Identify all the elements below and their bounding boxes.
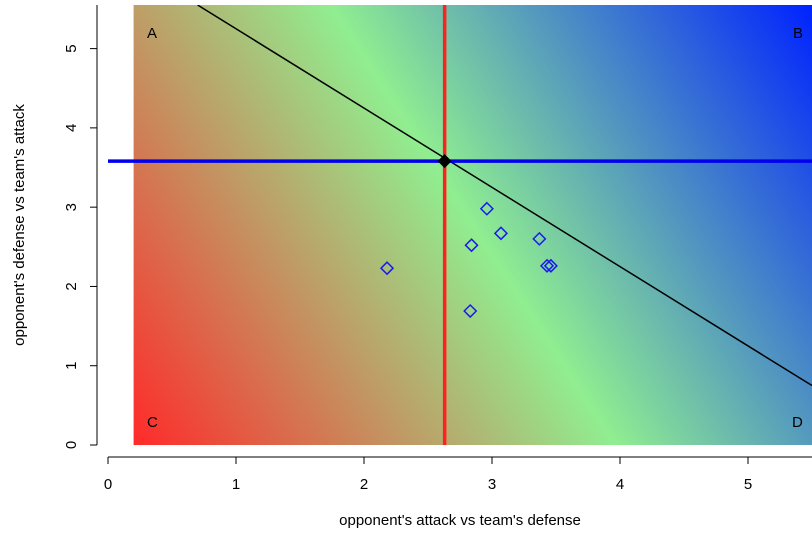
corner-label-bottom-right: D <box>792 414 803 431</box>
y-tick-label: 4 <box>63 124 80 132</box>
corner-label-top-left: A <box>147 25 157 42</box>
y-axis-label: opponent's defense vs team's attack <box>11 104 28 346</box>
x-tick-label: 2 <box>360 476 368 493</box>
data-point <box>463 303 478 319</box>
data-point <box>532 231 547 246</box>
data-point <box>464 238 479 253</box>
y-tick-label: 1 <box>63 362 80 370</box>
plot-region <box>108 5 812 445</box>
x-tick-label: 3 <box>488 476 496 493</box>
data-point <box>493 226 509 241</box>
intersection-point <box>437 154 452 169</box>
x-tick-label: 0 <box>104 476 112 493</box>
y-tick-label: 2 <box>63 282 80 290</box>
data-point <box>543 258 558 273</box>
y-tick-label: 3 <box>63 203 80 211</box>
data-point <box>479 201 494 216</box>
data-point <box>539 258 555 273</box>
corner-label-top-right: B <box>793 25 803 42</box>
x-tick-label: 1 <box>232 476 240 493</box>
x-axis-label: opponent's attack vs team's defense <box>339 512 581 529</box>
y-tick-label: 0 <box>63 441 80 449</box>
corner-label-bottom-left: C <box>147 414 158 431</box>
y-axis-ticks: 0 1 2 3 4 5 <box>63 44 97 449</box>
x-axis-ticks: 0 1 2 3 4 5 <box>104 457 752 493</box>
y-tick-label: 5 <box>63 44 80 52</box>
x-tick-label: 5 <box>744 476 752 493</box>
data-point <box>379 261 395 276</box>
data-points <box>379 201 558 319</box>
diagonal-reference-line <box>197 5 812 387</box>
x-tick-label: 4 <box>616 476 624 493</box>
gradient-background <box>133 5 812 445</box>
